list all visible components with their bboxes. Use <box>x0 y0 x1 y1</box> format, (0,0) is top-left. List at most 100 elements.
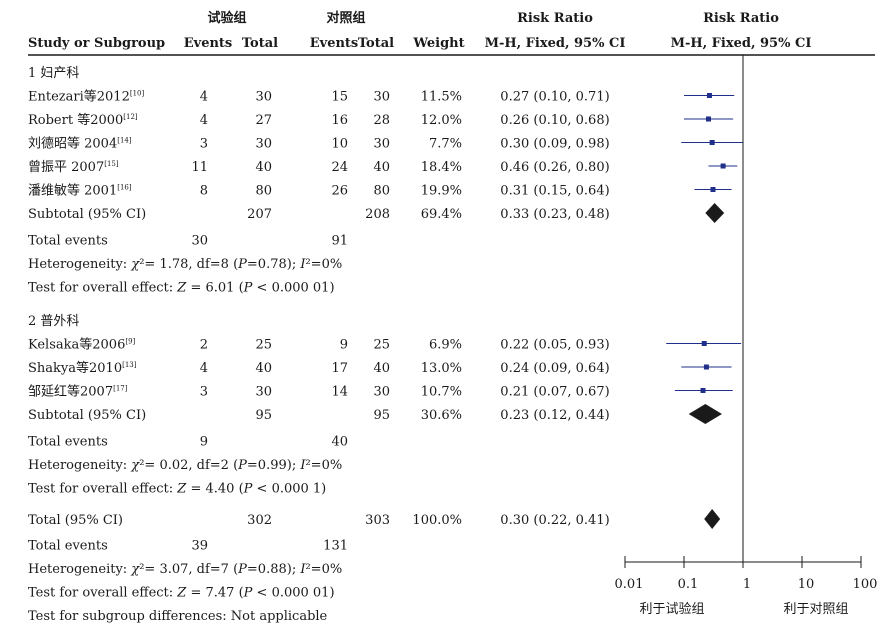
statistic-text: ²= 0.02, df=2 ( <box>139 458 238 473</box>
statistic-symbol: P <box>243 281 253 296</box>
reference-number: [13] <box>122 361 137 369</box>
events-cell: 4 <box>200 361 208 376</box>
total-header: Total <box>242 36 278 51</box>
study-name: 潘维敏等 2001[16] <box>28 183 132 199</box>
statistic-symbol: Z <box>176 281 187 296</box>
statistic-symbol: P <box>237 458 247 473</box>
weight-cell: 11.5% <box>421 90 462 105</box>
events-cell: 15 <box>331 90 348 105</box>
statistic-symbol: χ <box>130 458 140 473</box>
events-cell: 10 <box>331 137 348 152</box>
summary-diamond <box>704 509 721 529</box>
subtotal-total: 95 <box>373 408 390 423</box>
plot-risk-ratio-header: Risk Ratio <box>703 11 779 26</box>
events-cell: 4 <box>200 90 208 105</box>
statistic-symbol: Z <box>176 586 187 601</box>
subtotal-risk-ratio: 0.33 (0.23, 0.48) <box>500 207 609 222</box>
subtotal-label: Subtotal (95% CI) <box>28 207 146 222</box>
total-events-value: 40 <box>331 435 348 450</box>
reference-number: [14] <box>117 137 132 145</box>
events-cell: 8 <box>200 184 208 199</box>
plot-method-header: M-H, Fixed, 95% CI <box>671 36 812 51</box>
heterogeneity-text: Heterogeneity: χ²= 0.02, df=2 (P=0.99); … <box>28 458 342 473</box>
weight-header: Weight <box>412 36 464 51</box>
point-estimate <box>703 364 709 370</box>
summary-diamond <box>705 203 725 223</box>
statistic-text: = 4.40 ( <box>186 482 243 497</box>
statistic-text: =0.99); <box>247 458 300 473</box>
study-name: 刘德昭等 2004[14] <box>28 136 132 152</box>
statistic-text: Test for overall effect: <box>28 281 177 296</box>
subtotal-weight: 30.6% <box>421 408 462 423</box>
favours-treatment-label: 利于试验组 <box>639 601 704 617</box>
x-tick-label: 10 <box>798 577 815 592</box>
point-estimate <box>709 140 715 145</box>
subgroup-label: 2 普外科 <box>28 314 79 329</box>
weight-cell: 7.7% <box>429 137 462 152</box>
total-cell: 30 <box>373 385 390 400</box>
study-column-header: Study or Subgroup <box>28 36 165 51</box>
point-estimate <box>705 116 711 122</box>
statistic-text: < 0.000 1) <box>252 482 326 497</box>
weight-cell: 18.4% <box>421 160 462 175</box>
reference-number: [17] <box>113 385 128 393</box>
statistic-symbol: χ <box>130 562 140 577</box>
total-events-value: 30 <box>191 234 208 249</box>
total-cell: 25 <box>373 338 390 353</box>
total-cell: 30 <box>255 137 272 152</box>
study-name: Robert 等2000[12] <box>28 112 138 128</box>
events-cell: 11 <box>191 160 208 175</box>
events-cell: 9 <box>340 338 348 353</box>
total-events-label: Total events <box>28 435 108 450</box>
statistic-text: = 6.01 ( <box>186 281 243 296</box>
x-tick-label: 0.1 <box>678 577 699 592</box>
statistic-text: Heterogeneity: <box>28 257 131 272</box>
point-estimate <box>701 341 707 346</box>
risk-ratio-cell: 0.22 (0.05, 0.93) <box>500 338 609 353</box>
total-cell: 25 <box>255 338 272 353</box>
study-name: 曾振平 2007[15] <box>28 160 119 175</box>
group2-header: 对照组 <box>326 10 365 26</box>
statistic-text: ²= 3.07, df=7 ( <box>139 562 238 577</box>
statistic-text: < 0.000 01) <box>252 586 334 601</box>
statistic-symbol: χ <box>130 257 140 272</box>
method-header: M-H, Fixed, 95% CI <box>485 36 626 51</box>
events-cell: 4 <box>200 113 208 128</box>
statistic-symbol: P <box>243 482 253 497</box>
total-events-value: 131 <box>323 539 348 554</box>
statistic-text: =0.88); <box>247 562 300 577</box>
study-name: Entezari等2012[10] <box>28 89 144 105</box>
statistic-text: < 0.000 01) <box>252 281 334 296</box>
group1-header: 试验组 <box>207 10 246 26</box>
total-cell: 40 <box>255 361 272 376</box>
subgroup-differences-text: Test for subgroup differences: Not appli… <box>28 609 328 624</box>
risk-ratio-cell: 0.30 (0.09, 0.98) <box>500 137 609 152</box>
statistic-text: Test for overall effect: <box>28 482 177 497</box>
reference-number: [16] <box>117 184 132 192</box>
risk-ratio-cell: 0.46 (0.26, 0.80) <box>500 160 609 175</box>
weight-cell: 19.9% <box>421 184 462 199</box>
statistic-text: =0.78); <box>247 257 300 272</box>
point-estimate <box>706 93 712 98</box>
total-risk-ratio: 0.30 (0.22, 0.41) <box>500 513 609 528</box>
weight-cell: 6.9% <box>429 338 462 353</box>
weight-cell: 13.0% <box>421 361 462 376</box>
point-estimate <box>700 388 706 393</box>
reference-number: [9] <box>125 338 135 346</box>
subtotal-total: 95 <box>255 408 272 423</box>
x-tick-label: 100 <box>853 577 878 592</box>
events-cell: 24 <box>331 160 348 175</box>
total-weight: 100.0% <box>412 513 462 528</box>
favours-control-label: 利于对照组 <box>783 602 848 617</box>
total-cell: 27 <box>255 113 272 128</box>
statistic-symbol: I <box>299 562 306 577</box>
subtotal-total: 208 <box>365 207 390 222</box>
statistic-text: ²= 1.78, df=8 ( <box>139 257 238 272</box>
total-cell: 28 <box>373 113 390 128</box>
overall-effect-text: Test for overall effect: Z = 6.01 (P < 0… <box>28 281 335 296</box>
grand-total: 302 <box>247 513 272 528</box>
statistic-text: = 7.47 ( <box>186 586 243 601</box>
statistic-symbol: P <box>237 562 247 577</box>
overall-effect-text: Test for overall effect: Z = 4.40 (P < 0… <box>28 482 326 497</box>
